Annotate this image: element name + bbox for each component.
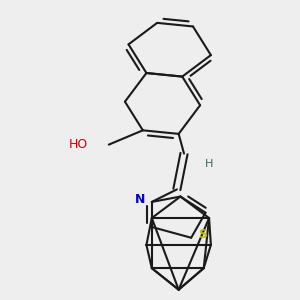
Text: H: H — [205, 159, 213, 169]
Text: N: N — [135, 193, 146, 206]
Text: S: S — [198, 228, 207, 242]
Text: HO: HO — [69, 138, 88, 151]
